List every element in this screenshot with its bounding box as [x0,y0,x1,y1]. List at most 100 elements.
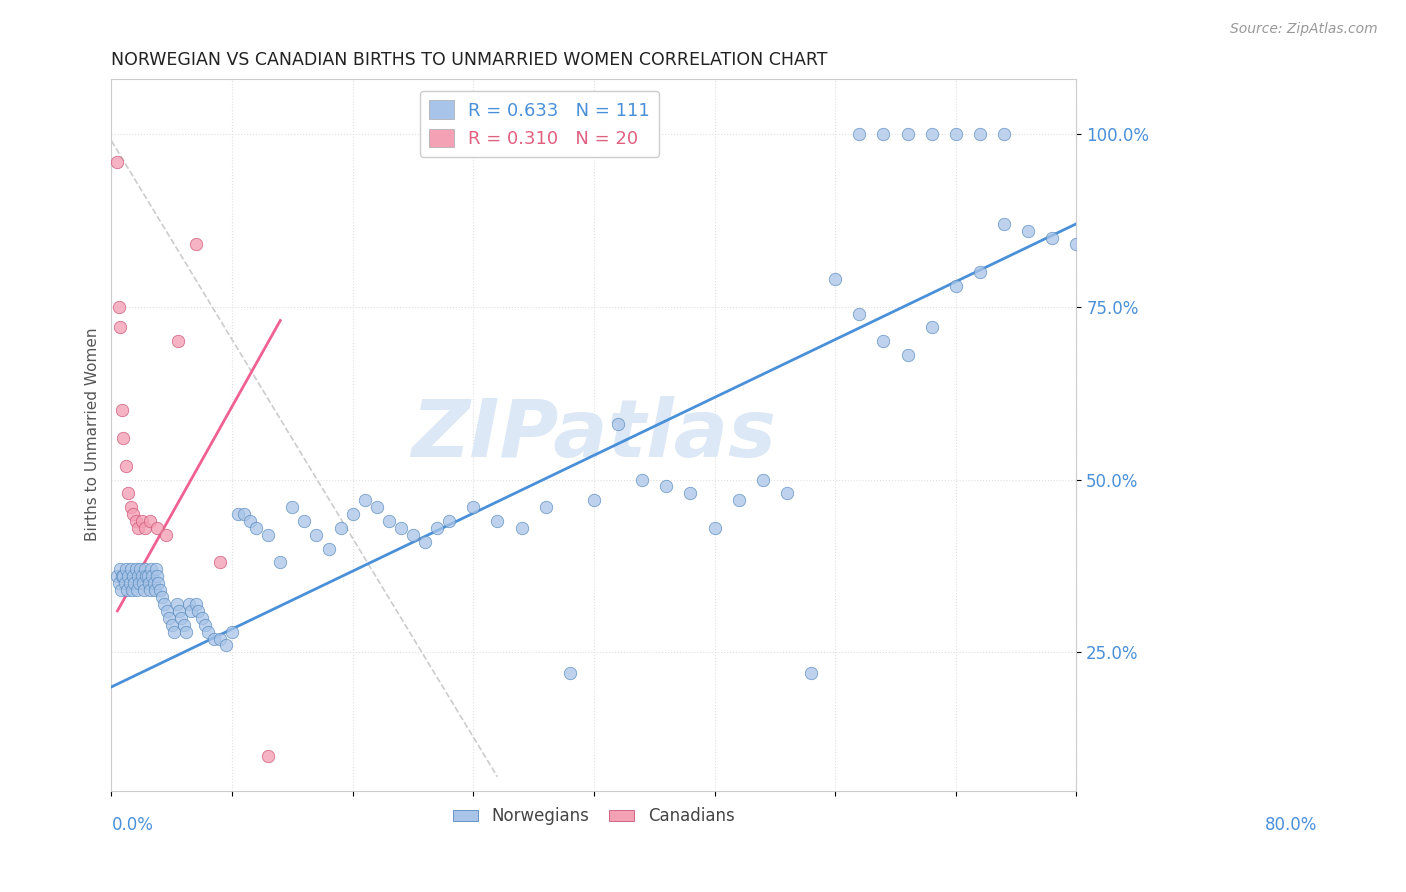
Point [110,583,132,598]
Point [679,486,702,500]
Point [142,576,165,591]
Point [257,749,280,764]
Point [111,403,134,417]
Point [800,666,823,681]
Point [173,617,195,632]
Point [134,521,156,535]
Point [139,514,162,528]
Point [167,604,190,618]
Point [1066,237,1088,252]
Point [121,583,143,598]
Point [166,597,188,611]
Point [257,528,280,542]
Point [145,562,167,576]
Point [413,534,436,549]
Point [143,583,166,598]
Point [202,632,225,646]
Point [848,307,870,321]
Point [131,569,153,583]
Point [115,562,138,576]
Point [141,569,163,583]
Point [136,569,159,583]
Point [146,521,169,535]
Point [366,500,388,515]
Point [122,569,145,583]
Text: Source: ZipAtlas.com: Source: ZipAtlas.com [1230,22,1378,37]
Point [342,507,364,521]
Point [269,556,291,570]
Point [921,127,943,141]
Point [132,583,155,598]
Point [534,500,557,515]
Point [120,500,142,515]
Point [993,127,1015,141]
Point [124,576,146,591]
Point [155,528,177,542]
Point [194,617,217,632]
Point [389,521,412,535]
Point [655,479,678,493]
Point [138,576,160,591]
Point [115,583,138,598]
Point [134,562,156,576]
Point [118,576,141,591]
Point [127,521,149,535]
Point [111,569,134,583]
Point [703,521,725,535]
Point [607,417,630,432]
Point [872,127,894,141]
Point [107,300,129,314]
Point [305,528,328,542]
Point [727,493,749,508]
Point [824,272,846,286]
Point [124,562,146,576]
Point [921,320,943,334]
Point [120,562,142,576]
Point [114,576,136,591]
Point [245,521,267,535]
Point [752,473,775,487]
Point [872,334,894,349]
Point [115,458,138,473]
Point [945,279,967,293]
Point [226,507,249,521]
Point [129,562,152,576]
Point [117,486,139,500]
Point [146,569,169,583]
Point [896,348,918,362]
Point [294,514,316,528]
Point [233,507,256,521]
Point [127,569,149,583]
Point [208,632,231,646]
Point [174,624,197,639]
Text: 80.0%: 80.0% [1265,816,1317,834]
Point [139,583,162,598]
Point [187,604,209,618]
Point [191,611,214,625]
Point [402,528,425,542]
Point [318,541,340,556]
Point [239,514,262,528]
Point [150,590,173,604]
Point [945,127,967,141]
Text: 0.0%: 0.0% [111,816,153,834]
Point [329,521,352,535]
Text: ZIPatlas: ZIPatlas [412,395,776,474]
Point [1040,230,1063,244]
Point [157,611,180,625]
Point [107,154,129,169]
Point [208,556,231,570]
Point [1017,224,1039,238]
Point [107,576,129,591]
Point [197,624,219,639]
Point [128,576,150,591]
Point [426,521,449,535]
Point [112,431,135,445]
Point [153,597,176,611]
Point [132,576,155,591]
Point [558,666,581,681]
Point [221,624,243,639]
Point [896,127,918,141]
Y-axis label: Births to Unmarried Women: Births to Unmarried Women [86,328,100,541]
Text: NORWEGIAN VS CANADIAN BIRTHS TO UNMARRIED WOMEN CORRELATION CHART: NORWEGIAN VS CANADIAN BIRTHS TO UNMARRIE… [111,51,828,69]
